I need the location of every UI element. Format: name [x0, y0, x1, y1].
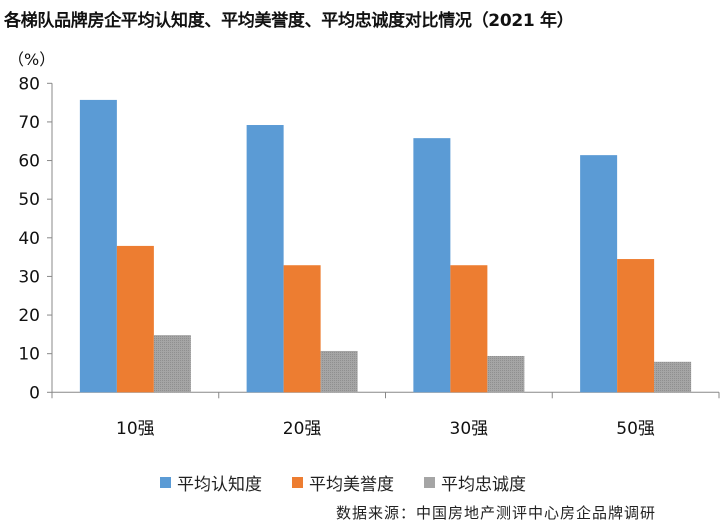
legend-swatch: [424, 477, 435, 488]
y-tick-label: 40: [18, 229, 40, 249]
y-tick-label: 0: [29, 383, 40, 403]
bar: [153, 335, 191, 393]
bar: [79, 99, 117, 393]
bar: [487, 355, 525, 393]
y-tick-label: 50: [18, 190, 40, 210]
legend-item: 平均忠诚度: [424, 470, 526, 495]
y-axis-unit: （%）: [8, 50, 56, 69]
bar: [450, 265, 488, 393]
y-tick-label: 70: [18, 113, 40, 133]
x-tick-label: 30强: [450, 419, 489, 439]
legend-label: 平均忠诚度: [441, 475, 526, 495]
x-tick-label: 20强: [283, 419, 322, 439]
legend-item: 平均认知度: [160, 470, 262, 495]
chart-title: 各梯队品牌房企平均认知度、平均美誉度、平均忠诚度对比情况（2021 年）: [4, 11, 574, 31]
bar: [283, 265, 321, 393]
legend-swatch: [160, 477, 171, 488]
bar: [116, 245, 154, 393]
x-tick-label: 50强: [616, 419, 655, 439]
y-tick-label: 30: [18, 267, 40, 287]
y-tick-label: 20: [18, 306, 40, 326]
bar: [654, 361, 692, 393]
bar: [320, 350, 358, 393]
legend-label: 平均美誉度: [309, 475, 394, 495]
bar: [246, 125, 284, 393]
legend-item: 平均美誉度: [292, 470, 394, 495]
bar: [617, 259, 655, 393]
y-tick-label: 10: [18, 345, 40, 365]
bar: [580, 155, 618, 393]
source-note: 数据来源：中国房地产测评中心房企品牌调研: [336, 504, 657, 522]
legend-swatch: [292, 477, 303, 488]
bar: [413, 138, 451, 393]
legend: 平均认知度 平均美誉度 平均忠诚度: [160, 470, 526, 495]
y-tick-label: 60: [18, 152, 40, 172]
y-tick-label: 80: [18, 74, 40, 94]
legend-label: 平均认知度: [177, 475, 262, 495]
x-tick-label: 10强: [116, 419, 155, 439]
